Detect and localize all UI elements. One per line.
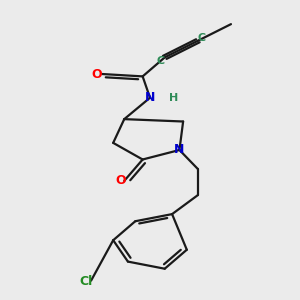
Text: H: H [169, 93, 178, 103]
Text: O: O [91, 68, 102, 80]
Text: C: C [156, 56, 164, 66]
Text: N: N [174, 143, 184, 157]
Text: C: C [197, 33, 206, 43]
Text: Cl: Cl [79, 275, 92, 288]
Text: N: N [145, 91, 155, 104]
Text: O: O [115, 174, 126, 188]
